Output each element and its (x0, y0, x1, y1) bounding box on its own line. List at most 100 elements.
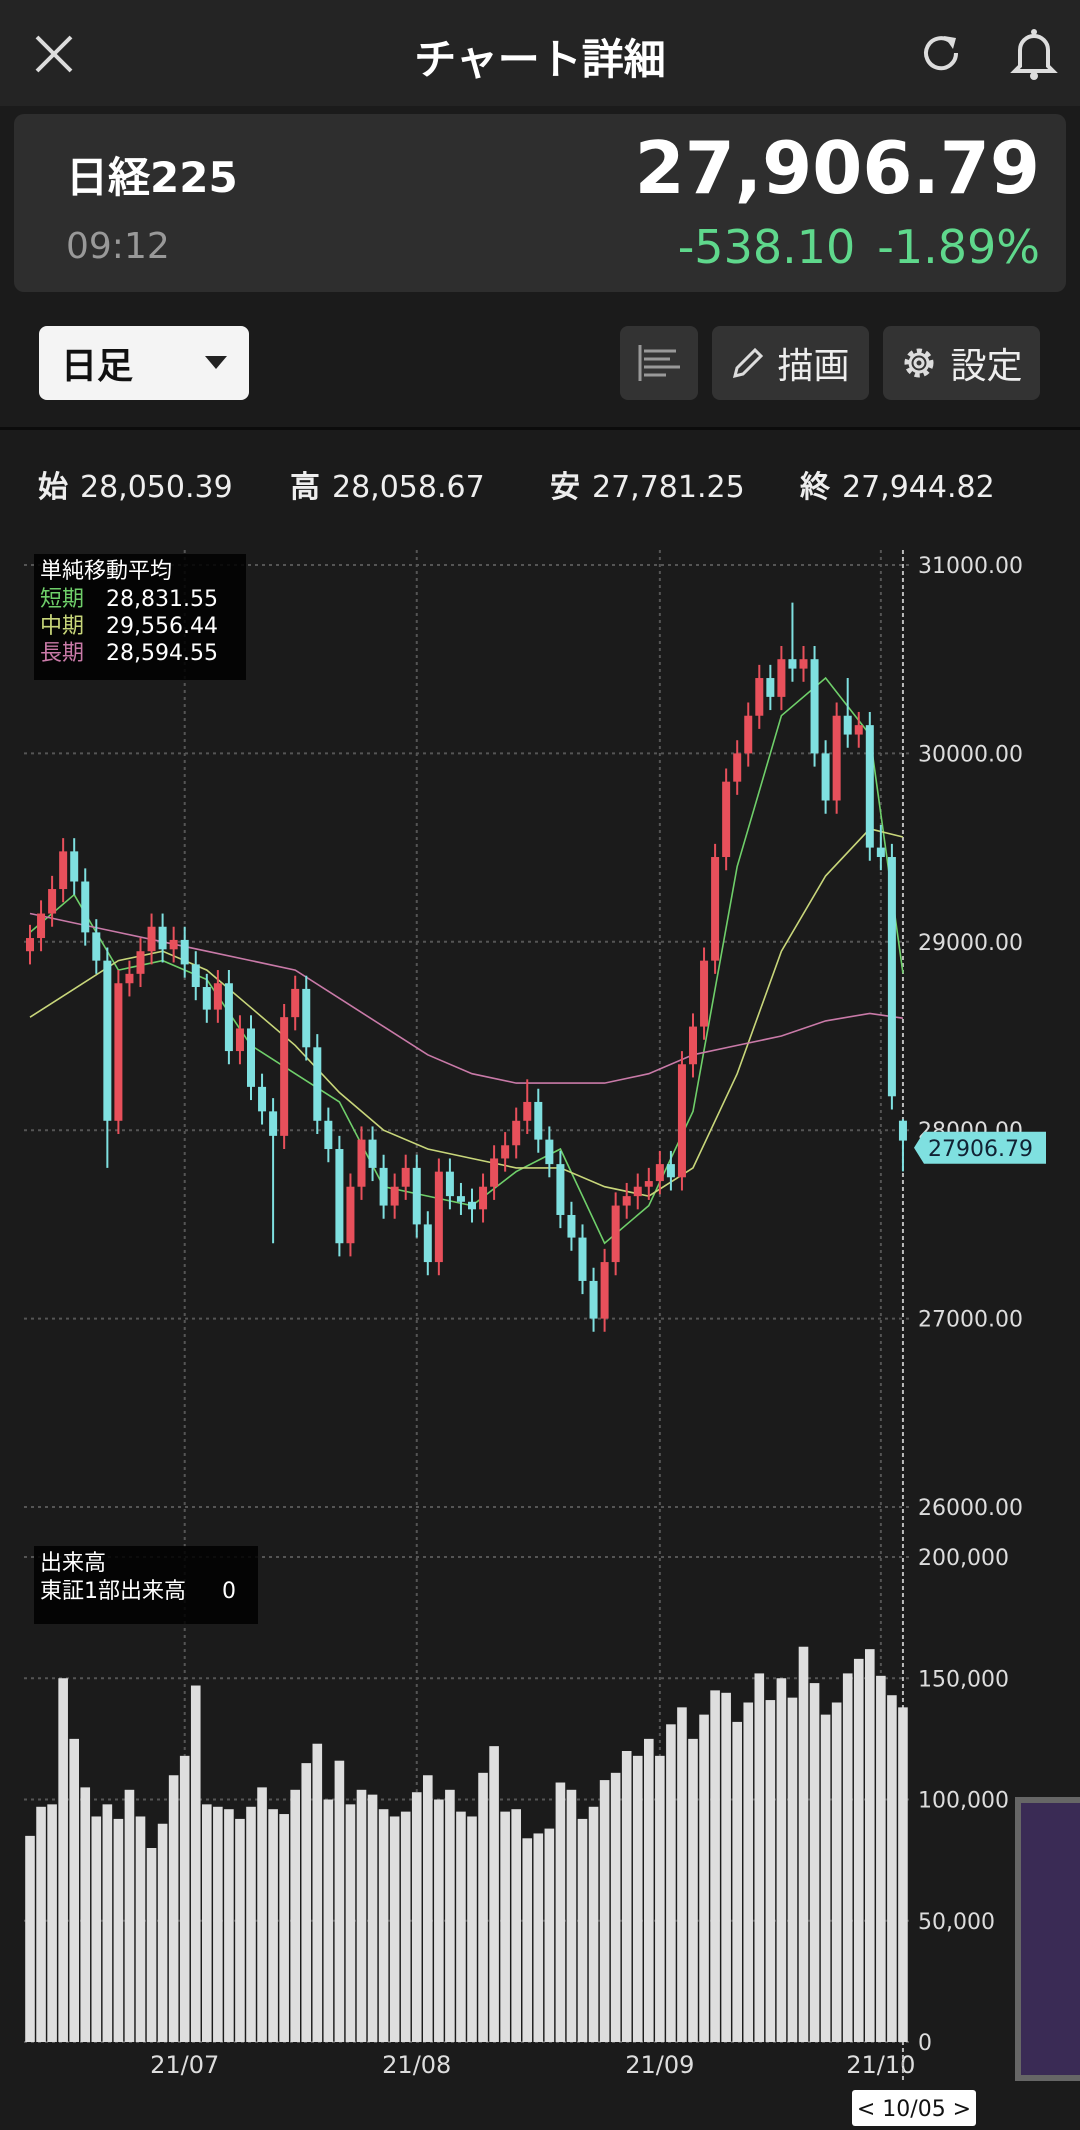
legend-name: 中期 (40, 614, 84, 639)
thumbnail (1015, 1797, 1080, 2081)
candle-body (37, 913, 46, 939)
volume-bar (113, 1818, 124, 2042)
volume-bar (157, 1823, 168, 2042)
y-tick-label: 31000.00 (918, 554, 1023, 579)
candle-body (479, 1186, 488, 1210)
y-tick-label: 26000.00 (918, 1496, 1023, 1521)
volume-bar (334, 1760, 345, 2042)
y-tick-label: 0 (918, 2031, 932, 2056)
volume-bar (389, 1816, 400, 2042)
volume-bar (202, 1804, 212, 2042)
legend-title: 出来高 (40, 1551, 106, 1576)
change: -538.10 (677, 220, 856, 274)
indicator-button[interactable] (620, 326, 698, 400)
volume-bar (621, 1751, 632, 2042)
candle-body (213, 983, 222, 1010)
candle-body (412, 1167, 421, 1225)
candle-body (799, 659, 808, 669)
volume-bar (69, 1738, 79, 2042)
candle-body (81, 881, 90, 933)
volume-bar (312, 1743, 323, 2042)
x-tick-label: 21/10 (846, 2051, 915, 2079)
volume-bar (456, 1811, 466, 2042)
candle-body (512, 1120, 521, 1146)
candle-body (490, 1158, 499, 1187)
volume-bar (124, 1789, 135, 2042)
y-tick-label: 200,000 (918, 1546, 1009, 1571)
candle-body (368, 1139, 377, 1168)
volume-bar (356, 1789, 367, 2042)
cursor-label-bg (852, 2090, 976, 2126)
volume-bar (511, 1809, 521, 2042)
volume-bar (423, 1775, 433, 2042)
volume-bar (599, 1780, 610, 2042)
candle-body (556, 1164, 565, 1215)
price: 27,906.79 (634, 126, 1040, 210)
candle-body (534, 1101, 543, 1140)
candle-body (302, 988, 311, 1048)
volume-bar (566, 1789, 577, 2042)
candle-body (70, 851, 79, 882)
candle-body (567, 1214, 576, 1238)
settings-button[interactable]: 設定 (883, 326, 1040, 400)
ohlc-label: 高 (290, 470, 320, 505)
candle-body (788, 659, 797, 669)
candle-body (202, 987, 211, 1010)
candle-body (324, 1120, 333, 1150)
candle-body (92, 932, 101, 961)
alert-button[interactable] (1010, 26, 1058, 80)
candle-body (766, 678, 775, 697)
candle-body (898, 1120, 907, 1141)
candle-body (291, 988, 300, 1018)
legend-name: 長期 (40, 641, 84, 666)
candle-body (434, 1171, 443, 1263)
candle-body (235, 1028, 244, 1052)
volume-bar (257, 1787, 267, 2042)
period-select[interactable]: 日足 (39, 326, 249, 400)
refresh-button[interactable] (918, 30, 964, 76)
divider (0, 427, 1080, 430)
volume-bar (876, 1675, 886, 2042)
volume-bar (213, 1806, 223, 2042)
candle-body (114, 983, 123, 1121)
volume-bar (853, 1658, 864, 2042)
ohlc-value: 27,944.82 (842, 470, 995, 505)
candle-body (501, 1145, 510, 1159)
candle-body (335, 1149, 344, 1244)
candle-body (733, 753, 742, 782)
candle-body (821, 753, 830, 801)
draw-button[interactable]: 描画 (712, 326, 869, 400)
legend-box (34, 554, 246, 680)
candle-body (578, 1237, 587, 1281)
y-tick-label: 30000.00 (918, 742, 1023, 767)
candle-body (644, 1181, 653, 1187)
volume-bar (555, 1782, 566, 2042)
bars-icon (638, 345, 680, 381)
candle-body (655, 1164, 664, 1182)
volume-bar (500, 1811, 510, 2042)
candle-body (401, 1167, 410, 1187)
candle-body (169, 939, 178, 950)
moving-average-line (29, 827, 904, 1197)
candle-body (832, 715, 841, 801)
candle-body (59, 851, 68, 890)
candle-body (755, 678, 764, 716)
legend-title: 単純移動平均 (40, 559, 172, 584)
legend-box (34, 1546, 258, 1624)
volume-bar (246, 1806, 256, 2042)
volume-bar (467, 1816, 477, 2042)
volume-bar (268, 1809, 278, 2042)
candle-body (379, 1167, 388, 1206)
x-tick-label: 21/08 (382, 2051, 451, 2079)
candle-body (136, 951, 145, 974)
close-button[interactable] (34, 34, 74, 74)
volume-bar (632, 1755, 643, 2042)
candle-body (722, 781, 731, 858)
volume-bar (710, 1690, 720, 2042)
candle-body (313, 1047, 322, 1121)
draw-label: 描画 (777, 346, 850, 387)
settings-label: 設定 (950, 346, 1023, 387)
candle-body (258, 1086, 267, 1112)
candle-body (666, 1164, 675, 1178)
